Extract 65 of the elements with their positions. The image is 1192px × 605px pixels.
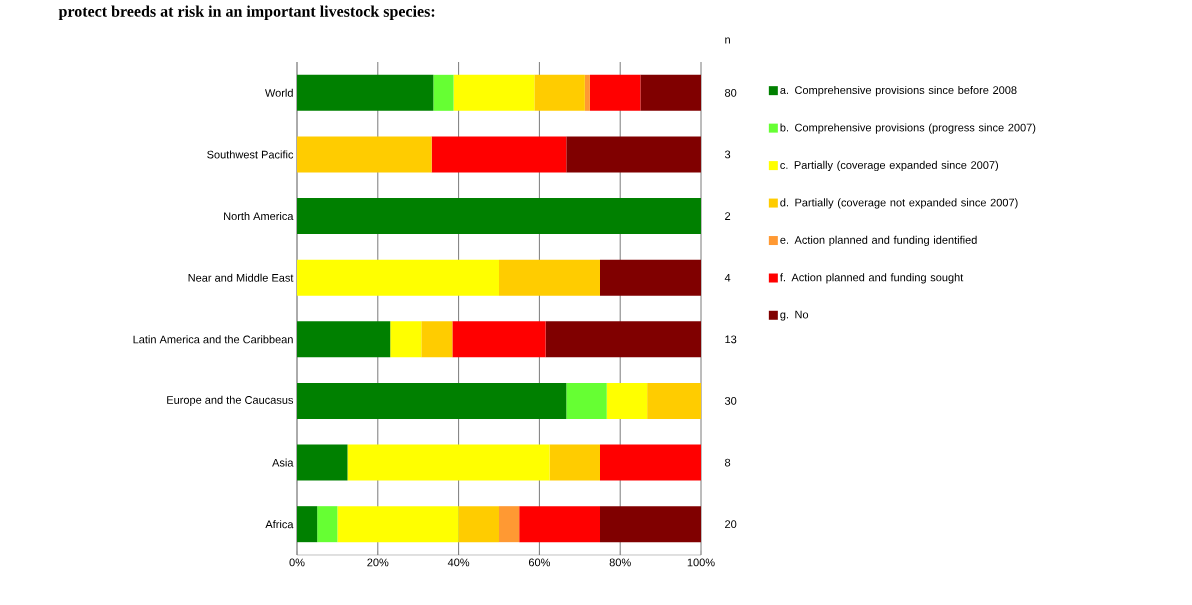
x-tick-label: 0% [289,558,305,567]
x-tick-label: 80% [609,558,631,567]
legend-label: b. Comprehensive provisions (progress since 2007) [780,123,1036,134]
bar [584,74,590,111]
bar [600,444,701,481]
bar [297,198,701,235]
bar [297,259,500,296]
y-tick-label: Europe and the Caucasus [167,395,294,407]
bar [534,74,585,111]
legend-label: d. Partially (coverage not expanded since 2007) [780,198,1018,209]
y-tick-label: North America [224,212,294,221]
legend-label: g. No [780,310,809,321]
bar [337,506,459,543]
legend-label: a. Comprehensive provisions since before 2008 [780,85,1017,97]
bar [499,259,600,296]
bar [297,136,432,173]
y-tick-label: Near and Middle East [188,273,294,282]
bar [452,321,546,358]
bar [647,382,701,419]
y-tick-label: Southwest Pacific [207,150,294,159]
bar [297,444,348,481]
text: 30 [724,397,737,405]
y-tick-label: Asia [272,458,294,467]
bar [453,74,535,111]
legend-label: f. Action planned and funding sought [780,273,964,284]
bar [549,444,600,481]
x-tick-label: 100% [687,558,715,567]
bar [640,74,701,111]
bar [519,506,600,543]
text: n [725,37,730,44]
bar [600,506,701,543]
bar [390,321,422,358]
bar [297,506,318,543]
text: 3 [724,150,731,159]
text: 20 [725,520,737,529]
bar [545,321,701,358]
bar [589,74,641,111]
y-tick-label: World [265,88,293,97]
bar [566,382,607,419]
bar [431,136,567,173]
bar [317,506,338,543]
bar [566,136,701,173]
text: 80 [725,88,737,97]
x-tick-label: 60% [528,558,551,567]
bar [297,382,567,419]
bar [297,321,391,358]
bar [421,321,453,358]
y-tick-label: Latin America and the Caribbean [133,335,293,344]
bar [297,74,434,111]
bar [600,259,701,296]
legend-label: c. Partially (coverage expanded since 2007) [780,160,999,172]
bar [458,506,500,543]
bar [347,444,550,481]
bar [433,74,454,111]
text: 2 [725,212,731,220]
bar [606,382,648,419]
x-tick-label: 20% [367,558,389,567]
legend-label: e. Action planned and funding identified [780,235,977,247]
chart-title: protect breeds at risk in an important livestock species: [58,5,435,21]
text: 8 [725,458,731,467]
text: 4 [724,273,731,282]
text: 13 [725,335,737,344]
bar [499,506,520,543]
x-tick-label: 40% [447,558,470,567]
y-tick-label: Africa [265,520,294,529]
